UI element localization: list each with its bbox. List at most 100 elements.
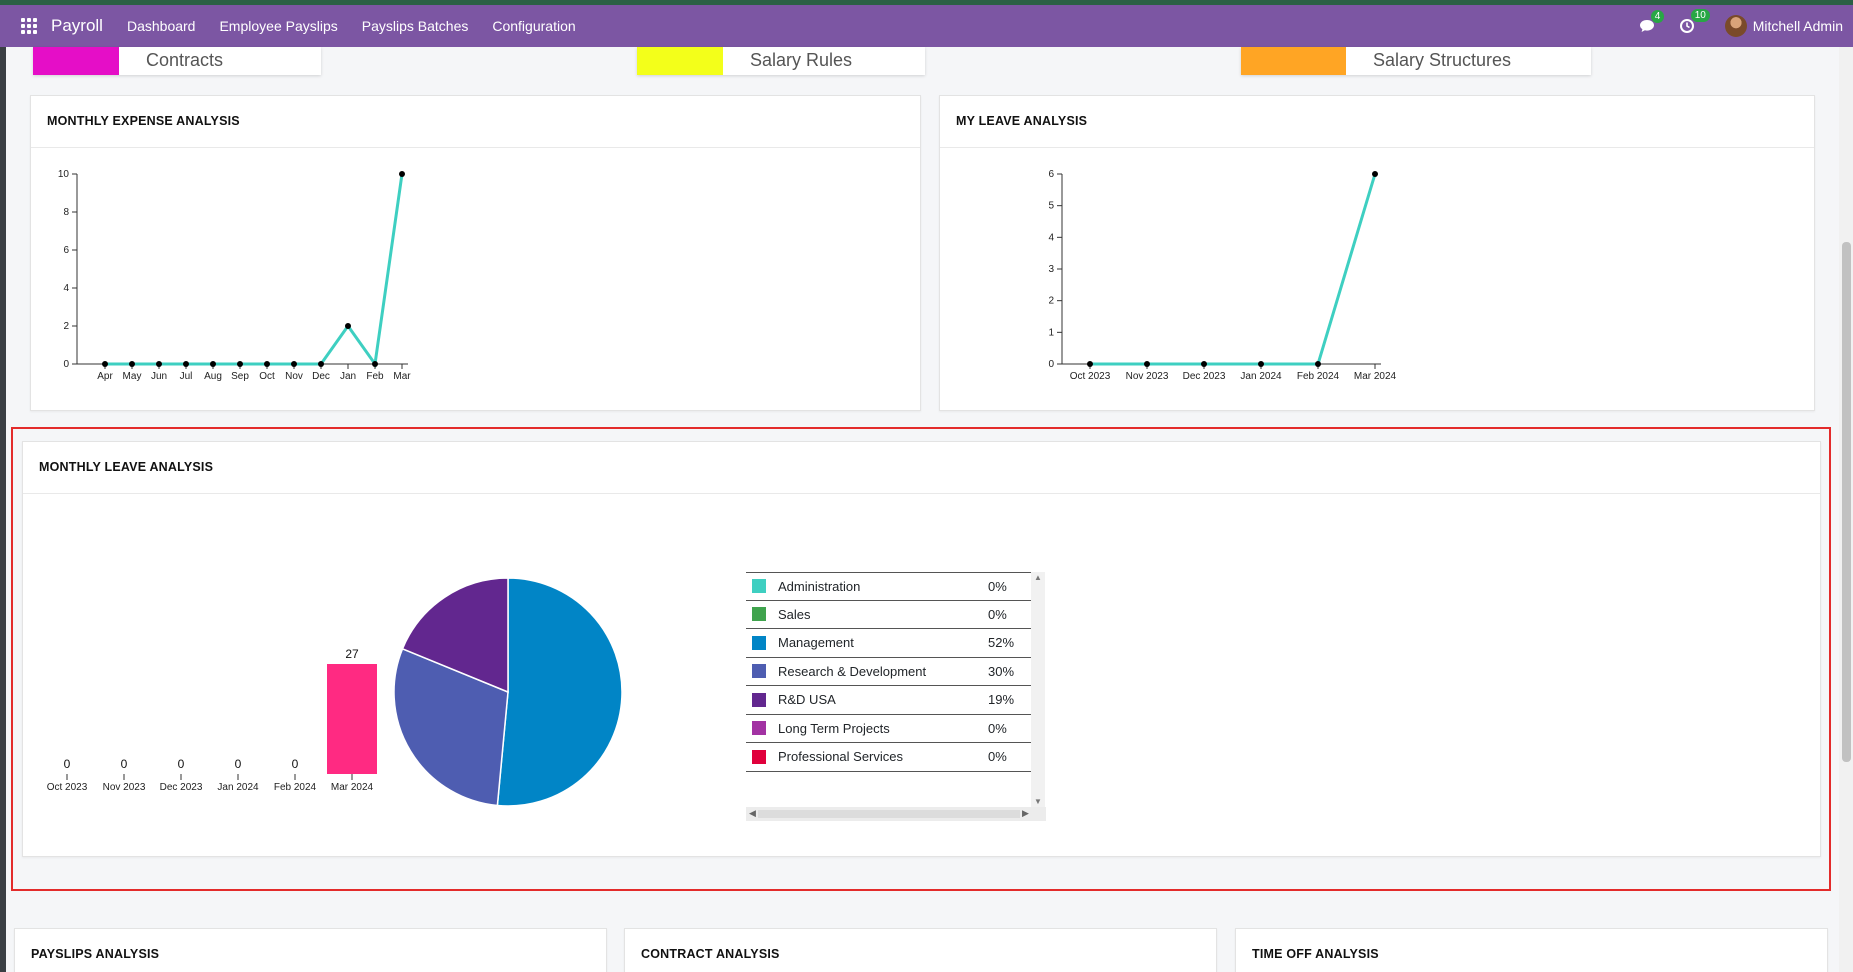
legend-swatch xyxy=(752,721,766,736)
tile-label: Contracts xyxy=(146,50,224,70)
myleave-y-tick-label: 2 xyxy=(1048,296,1054,307)
messages-badge: 4 xyxy=(1650,9,1665,23)
expense-y-tick-label: 4 xyxy=(63,283,69,294)
pie-slice xyxy=(401,577,509,694)
leave-bar-value: 0 xyxy=(64,757,71,771)
card-title: MONTHLY EXPENSE ANALYSIS xyxy=(31,96,920,148)
expense-data-point xyxy=(345,323,351,329)
expense-x-tick-label: Mar xyxy=(393,371,411,382)
myleave-y-tick-label: 0 xyxy=(1048,359,1054,370)
expense-x-tick-label: Aug xyxy=(204,371,222,382)
top-strip xyxy=(0,0,1853,5)
expense-x-tick-label: May xyxy=(123,371,142,382)
menu-payslips-batches[interactable]: Payslips Batches xyxy=(361,18,469,34)
legend-label: R&D USA xyxy=(778,692,836,708)
legend-item: Sales 0% xyxy=(746,601,1031,629)
myleave-y-tick-label: 5 xyxy=(1048,201,1054,212)
legend-item: Administration 0% xyxy=(746,572,1031,601)
monthly-expense-chart: 0 2 4 6 8 10 Apr May Jun Jul Aug Sep Oct Nov Dec Jan Feb… xyxy=(58,169,411,382)
scroll-right-icon[interactable]: ▶ xyxy=(1022,808,1029,818)
page-scrollbar[interactable] xyxy=(1839,47,1853,972)
app-brand[interactable]: Payroll xyxy=(51,16,103,35)
legend-label: Professional Services xyxy=(778,749,903,765)
legend-label: Sales xyxy=(778,606,811,622)
expense-x-tick-label: Feb xyxy=(366,371,384,382)
expense-data-point xyxy=(372,361,378,367)
myleave-y-tick-label: 3 xyxy=(1048,264,1054,275)
leave-bar-value: 0 xyxy=(121,757,128,771)
legend-label: Management xyxy=(778,635,854,651)
legend-percent: 0% xyxy=(988,749,1007,765)
activities-badge: 10 xyxy=(1690,9,1710,22)
legend-item: Management 52% xyxy=(746,629,1031,658)
myleave-x-tick-label: Dec 2023 xyxy=(1183,371,1226,382)
tile-salary-structures[interactable]: Salary Structures xyxy=(1241,47,1591,75)
card-title: PAYSLIPS ANALYSIS xyxy=(31,947,160,961)
myleave-y-tick-label: 1 xyxy=(1048,327,1054,338)
messages-button[interactable]: 4 xyxy=(1639,9,1665,34)
legend-item: Research & Development 30% xyxy=(746,658,1031,686)
scroll-up-icon[interactable]: ▲ xyxy=(1034,573,1042,582)
expense-data-point xyxy=(210,361,216,367)
legend-percent: 30% xyxy=(988,663,1015,679)
legend-swatch xyxy=(752,635,766,650)
legend-horizontal-scrollbar[interactable]: ◀ ▶ xyxy=(746,807,1046,821)
expense-y-tick-label: 8 xyxy=(63,207,69,218)
menu-dashboard[interactable]: Dashboard xyxy=(126,18,196,34)
chat-icon xyxy=(1639,19,1654,32)
expense-x-tick-label: Nov xyxy=(285,371,303,382)
menu-configuration[interactable]: Configuration xyxy=(492,18,576,34)
expense-x-tick-label: Jan xyxy=(340,371,356,382)
tile-contracts[interactable]: Contracts xyxy=(33,47,321,75)
card-title: MONTHLY LEAVE ANALYSIS xyxy=(23,442,1820,494)
legend-swatch xyxy=(752,579,766,594)
scroll-left-icon[interactable]: ◀ xyxy=(749,808,756,818)
myleave-y-tick-label: 4 xyxy=(1048,232,1054,243)
activities-button[interactable]: 10 xyxy=(1679,9,1710,34)
leave-x-tick-label: Dec 2023 xyxy=(160,782,203,793)
legend-vertical-scrollbar[interactable]: ▲ ▼ xyxy=(1031,572,1045,807)
expense-data-point xyxy=(318,361,324,367)
expense-data-point xyxy=(129,361,135,367)
expense-y-tick-label: 6 xyxy=(63,245,69,256)
user-menu[interactable]: Mitchell Admin xyxy=(1724,15,1843,37)
legend-swatch xyxy=(752,749,766,764)
expense-x-tick-label: Sep xyxy=(231,371,249,382)
card-title: MY LEAVE ANALYSIS xyxy=(940,96,1814,148)
expense-y-tick-label: 0 xyxy=(63,359,69,370)
expense-x-tick-label: Jun xyxy=(151,371,167,382)
myleave-y-tick-label: 6 xyxy=(1048,169,1054,180)
legend-percent: 19% xyxy=(988,692,1015,708)
user-name: Mitchell Admin xyxy=(1752,18,1843,34)
my-leave-card: MY LEAVE ANALYSIS 0 1 2 3 4 5 6 Oct 2023 Nov 202… xyxy=(939,95,1815,411)
legend-item: R&D USA 19% xyxy=(746,686,1031,715)
legend-percent: 52% xyxy=(988,635,1015,651)
myleave-x-tick-label: Feb 2024 xyxy=(1297,371,1340,382)
tile-salary-rules[interactable]: Salary Rules xyxy=(637,47,925,75)
myleave-data-point xyxy=(1372,171,1378,177)
leave-x-tick-label: Mar 2024 xyxy=(331,782,374,793)
myleave-series-line xyxy=(1090,173,1377,366)
expense-data-point xyxy=(183,361,189,367)
myleave-data-point xyxy=(1087,361,1093,367)
expense-series-line xyxy=(105,173,404,368)
scroll-down-icon[interactable]: ▼ xyxy=(1034,797,1042,806)
pie-slice xyxy=(393,647,509,807)
avatar xyxy=(1724,15,1747,37)
monthly-expense-card: MONTHLY EXPENSE ANALYSIS 0 2 4 6 8 10 Apr May Ju… xyxy=(30,95,921,411)
leave-bar-value: 0 xyxy=(235,757,242,771)
selection-highlight xyxy=(11,427,1831,891)
expense-x-tick-label: Dec xyxy=(312,371,330,382)
menu-employee-payslips[interactable]: Employee Payslips xyxy=(219,18,338,34)
legend-label: Research & Development xyxy=(778,663,927,679)
salary-structures-icon xyxy=(1241,47,1346,75)
apps-menu-icon[interactable] xyxy=(21,17,39,35)
tile-label: Salary Rules xyxy=(750,50,853,70)
legend-swatch xyxy=(752,664,766,679)
scroll-thumb[interactable] xyxy=(758,810,1020,818)
leave-bar-value: 27 xyxy=(345,647,359,661)
leave-x-tick-label: Feb 2024 xyxy=(274,782,317,793)
time-off-analysis-card: TIME OFF ANALYSIS xyxy=(1235,928,1828,972)
expense-data-point xyxy=(237,361,243,367)
page-scroll-thumb[interactable] xyxy=(1842,242,1851,762)
